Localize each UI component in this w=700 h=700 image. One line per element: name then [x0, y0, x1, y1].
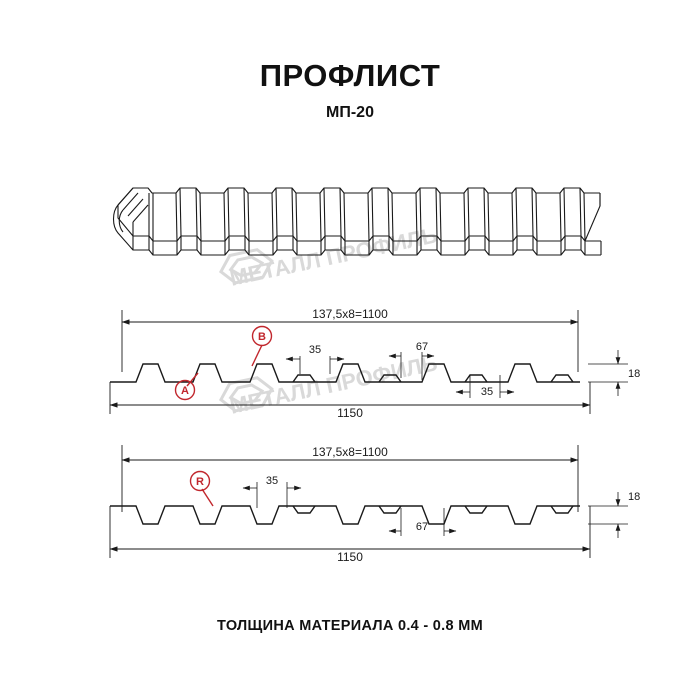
section-a-flat-dimension: [388, 352, 435, 380]
marker-r: R: [189, 470, 214, 507]
section-r-top-dimension: [121, 445, 579, 512]
section-r-flat-dimension: [388, 508, 457, 536]
section-r-bottom-dimension: [109, 506, 591, 558]
section-r-rib-label: 35: [266, 475, 278, 487]
section-r-bottom-dimension-label: 1150: [337, 550, 363, 564]
marker-b: B: [251, 325, 273, 367]
section-r-profile: [110, 505, 580, 525]
section-a-rib-right-label: 35: [481, 386, 493, 398]
watermark-logo-2: [218, 376, 274, 413]
marker-r-label: R: [196, 476, 204, 488]
section-r-top-dimension-label: 137,5х8=1100: [312, 445, 388, 459]
section-a-height-label: 18: [628, 368, 640, 380]
page-subtitle: МП-20: [326, 104, 374, 121]
marker-a: A: [174, 372, 199, 401]
section-a-top-dimension-label: 137,5х8=1100: [312, 307, 388, 321]
section-a-rib-right-dimension: [455, 375, 515, 398]
section-a-height-dimension: [588, 350, 628, 396]
section-r-flat-label: 67: [416, 521, 428, 533]
marker-b-label: B: [258, 331, 266, 343]
section-r-height-dimension: [588, 492, 628, 538]
section-a-profile: [110, 363, 580, 383]
section-r-rib-dimension: [242, 482, 302, 508]
section-a-rib-left-label: 35: [309, 344, 321, 356]
marker-a-label: A: [181, 385, 189, 397]
material-thickness-note: ТОЛЩИНА МАТЕРИАЛА 0.4 - 0.8 ММ: [217, 618, 483, 634]
section-a-rib-left-dimension: [285, 356, 345, 374]
section-a-bottom-dimension-label: 1150: [337, 406, 363, 420]
section-a-flat-label: 67: [416, 341, 428, 353]
page-title: ПРОФЛИСТ: [259, 58, 441, 93]
watermark-logo-1: [218, 248, 274, 285]
perspective-profile-sheet: [112, 187, 602, 256]
section-a-top-dimension: [121, 310, 579, 372]
section-a-bottom-dimension: [109, 382, 591, 414]
section-r-height-label: 18: [628, 491, 640, 503]
